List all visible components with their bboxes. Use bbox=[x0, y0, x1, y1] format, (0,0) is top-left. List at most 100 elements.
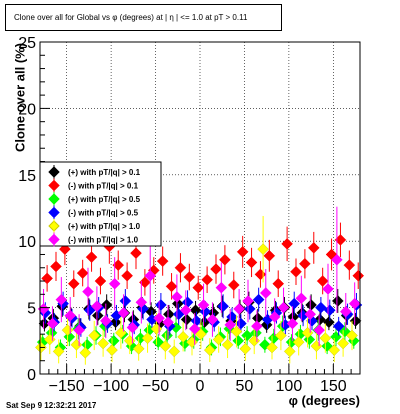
data-point bbox=[283, 345, 296, 358]
data-point bbox=[55, 293, 68, 306]
data-point bbox=[328, 344, 341, 356]
legend-label: (-) with pT/|q| > 1.0 bbox=[68, 236, 139, 245]
data-point bbox=[307, 241, 320, 254]
legend-label: (+) with pT/|q| > 0.1 bbox=[68, 168, 141, 177]
data-point bbox=[137, 303, 149, 315]
data-point bbox=[119, 295, 132, 307]
y-axis-ticks: 0 5 10 15 20 25 bbox=[18, 35, 50, 384]
data-point bbox=[106, 344, 118, 356]
x-axis-label: φ (degrees) bbox=[288, 393, 360, 408]
data-point bbox=[108, 277, 121, 290]
x-tick-label: −100 bbox=[93, 378, 129, 395]
data-point bbox=[181, 296, 194, 309]
data-point bbox=[304, 308, 317, 321]
data-point bbox=[64, 309, 77, 322]
data-point bbox=[206, 313, 219, 326]
data-point bbox=[201, 273, 213, 286]
chart-title: Clone over all for Global vs φ (degrees)… bbox=[5, 4, 282, 31]
data-point bbox=[254, 268, 267, 281]
footer-timestamp: Sat Sep 9 12:32:21 2017 bbox=[6, 401, 97, 410]
data-point bbox=[295, 292, 308, 305]
data-point bbox=[315, 301, 327, 314]
data-point bbox=[343, 259, 356, 271]
data-point bbox=[257, 243, 269, 256]
data-point bbox=[217, 300, 229, 313]
data-point bbox=[303, 333, 316, 346]
data-point bbox=[299, 257, 311, 270]
data-point bbox=[339, 325, 351, 338]
data-point bbox=[97, 337, 109, 350]
data-point bbox=[88, 329, 101, 342]
data-point bbox=[331, 295, 344, 307]
data-point bbox=[332, 320, 345, 333]
data-point bbox=[310, 340, 323, 352]
legend-label: (+) with pT/|q| > 0.5 bbox=[68, 195, 141, 204]
series-5 bbox=[35, 215, 358, 365]
y-tick-label: 15 bbox=[18, 168, 36, 185]
data-point bbox=[272, 277, 285, 290]
x-tick-label: −50 bbox=[142, 378, 169, 395]
data-point bbox=[132, 342, 145, 355]
data-point bbox=[331, 253, 343, 266]
data-point bbox=[259, 338, 271, 351]
data-point bbox=[91, 300, 103, 313]
data-point bbox=[305, 299, 317, 311]
data-point bbox=[61, 324, 74, 337]
data-point bbox=[121, 269, 133, 282]
data-point bbox=[141, 332, 154, 344]
y-tick-label: 5 bbox=[27, 301, 36, 318]
data-point bbox=[41, 272, 53, 285]
data-point bbox=[179, 304, 192, 317]
data-point bbox=[99, 315, 112, 327]
data-point bbox=[180, 313, 193, 326]
data-point bbox=[337, 337, 349, 350]
data-point bbox=[292, 336, 305, 348]
data-point bbox=[266, 341, 278, 354]
data-point bbox=[281, 238, 293, 250]
legend-label: (+) with pT/|q| > 1.0 bbox=[68, 222, 141, 231]
data-point bbox=[107, 334, 120, 347]
data-point bbox=[203, 344, 216, 356]
data-point bbox=[94, 275, 107, 287]
data-point bbox=[339, 305, 352, 318]
data-point bbox=[319, 332, 332, 344]
data-point bbox=[195, 328, 207, 341]
data-point bbox=[252, 293, 265, 306]
data-point bbox=[177, 330, 189, 343]
data-point bbox=[135, 296, 148, 309]
data-point bbox=[67, 277, 80, 290]
data-point bbox=[260, 319, 273, 331]
data-point bbox=[275, 329, 287, 342]
data-point bbox=[171, 291, 183, 303]
data-point bbox=[263, 249, 276, 262]
data-point bbox=[153, 312, 165, 325]
data-point bbox=[286, 317, 299, 330]
data-point bbox=[352, 269, 365, 282]
x-tick-label: 100 bbox=[276, 378, 303, 395]
data-point bbox=[161, 329, 173, 342]
x-tick-label: 0 bbox=[196, 378, 205, 395]
data-point bbox=[227, 279, 240, 291]
y-tick-label: 25 bbox=[18, 35, 36, 52]
data-point bbox=[348, 297, 361, 310]
data-point bbox=[212, 333, 225, 346]
data-point bbox=[162, 316, 174, 329]
data-point bbox=[52, 345, 65, 358]
legend-label: (-) with pT/|q| > 0.1 bbox=[68, 182, 139, 191]
data-point bbox=[85, 251, 98, 263]
data-point bbox=[81, 338, 93, 351]
data-point bbox=[316, 275, 329, 287]
data-point bbox=[219, 253, 231, 266]
data-point bbox=[159, 340, 172, 352]
data-point bbox=[323, 304, 336, 317]
data-point bbox=[199, 305, 212, 318]
legend: (+) with pT/|q| > 0.1 (-) with pT/|q| > 0… bbox=[39, 161, 162, 247]
data-point bbox=[224, 319, 237, 331]
data-point bbox=[323, 316, 335, 329]
data-point bbox=[117, 307, 130, 319]
data-point bbox=[79, 346, 92, 359]
y-tick-label: 10 bbox=[18, 234, 36, 251]
data-point bbox=[43, 333, 56, 346]
data-point bbox=[189, 304, 202, 317]
y-tick-label: 0 bbox=[27, 367, 36, 384]
